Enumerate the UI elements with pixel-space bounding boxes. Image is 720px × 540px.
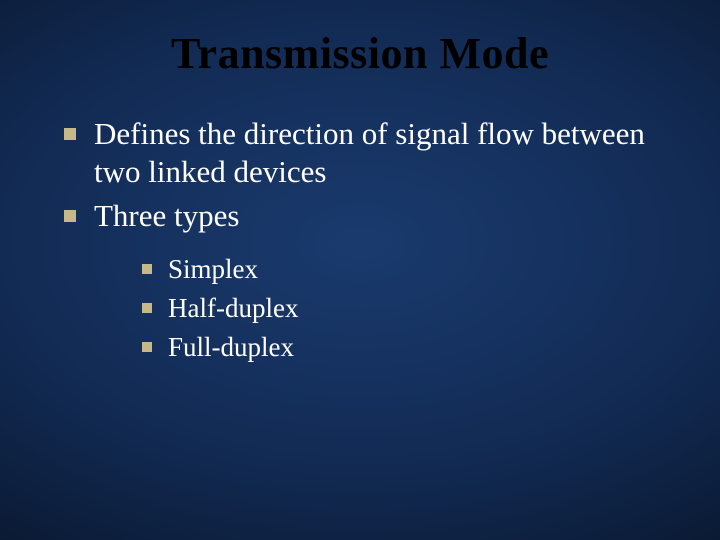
slide-container: Transmission Mode Defines the direction … <box>0 0 720 540</box>
list-item: Full-duplex <box>140 330 660 365</box>
bullet-list-level-2: Simplex Half-duplex Full-duplex <box>94 252 660 364</box>
slide-title: Transmission Mode <box>60 28 660 79</box>
list-item: Defines the direction of signal flow bet… <box>60 115 660 191</box>
bullet-text: Half-duplex <box>168 293 298 323</box>
bullet-text: Defines the direction of signal flow bet… <box>94 116 645 189</box>
list-item: Half-duplex <box>140 291 660 326</box>
bullet-text: Three types <box>94 198 239 233</box>
list-item: Three types Simplex Half-duplex Full-dup… <box>60 197 660 364</box>
bullet-list-level-1: Defines the direction of signal flow bet… <box>60 115 660 364</box>
bullet-text: Full-duplex <box>168 332 294 362</box>
list-item: Simplex <box>140 252 660 287</box>
bullet-text: Simplex <box>168 254 258 284</box>
